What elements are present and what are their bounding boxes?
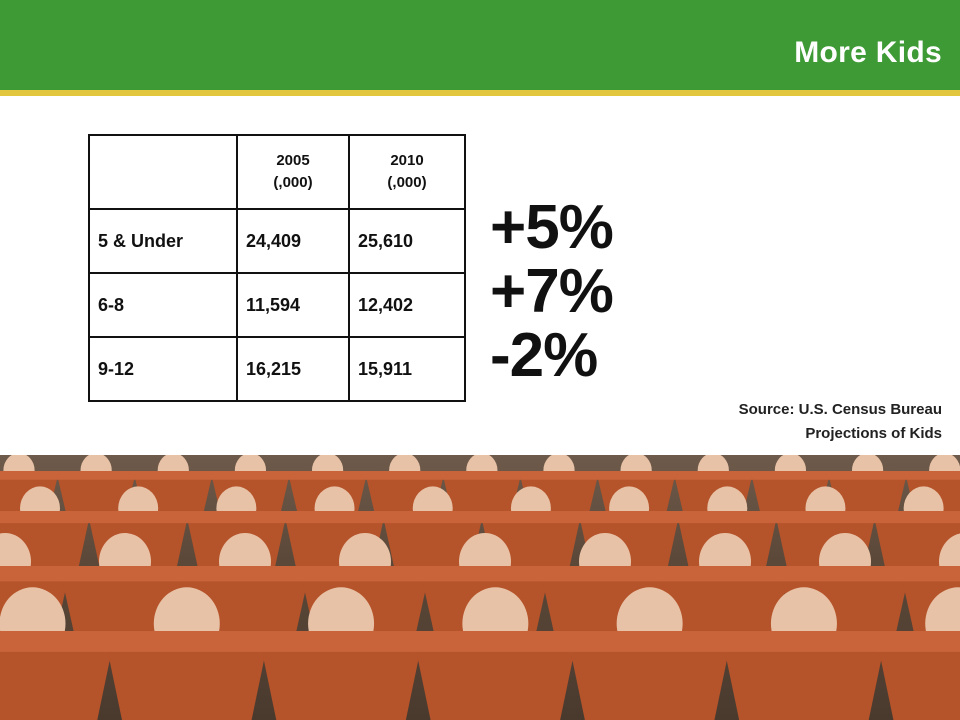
column-year: 2005 (276, 152, 310, 169)
column-unit: (,000) (387, 174, 427, 191)
table-row: 5 & Under 24,409 25,610 (88, 208, 466, 274)
header-divider (0, 90, 960, 96)
population-table: 2005 (,000) 2010 (,000) 5 & Under 24,409… (88, 134, 466, 402)
pot-with-baby (0, 587, 118, 720)
pot-with-baby (101, 587, 273, 720)
pot-with-baby (718, 587, 890, 720)
cell-value: 24,409 (236, 208, 350, 274)
cell-value: 25,610 (348, 208, 466, 274)
source-line: Projections of Kids (805, 425, 942, 442)
change-percentages: +5% +7% -2% (490, 193, 614, 390)
babies-in-flower-pots-photo (0, 455, 960, 720)
cell-value: 11,594 (236, 272, 350, 338)
change-9-12: -2% (490, 321, 598, 390)
pot-with-baby (379, 486, 486, 570)
row-label: 5 & Under (88, 208, 238, 274)
pot-with-baby (657, 533, 793, 640)
slide-title: More Kids (794, 36, 942, 69)
cell-value: 16,215 (236, 336, 350, 402)
table-row: 6-8 11,594 12,402 (88, 272, 466, 338)
pot-with-baby (439, 455, 524, 515)
source-note: Source: U.S. Census Bureau Projections o… (642, 398, 942, 446)
pot-with-baby (825, 455, 910, 515)
table-header-row: 2005 (,000) 2010 (,000) (88, 134, 466, 210)
column-header-2010: 2010 (,000) (348, 134, 466, 210)
column-header-2005: 2005 (,000) (236, 134, 350, 210)
table-corner-cell (88, 134, 238, 210)
source-line: Source: U.S. Census Bureau (738, 401, 942, 418)
pot-with-baby (409, 587, 581, 720)
change-5-and-under: +5% (490, 193, 614, 262)
cell-value: 15,911 (348, 336, 466, 402)
pot-with-baby (870, 486, 960, 570)
pot-with-baby (872, 587, 960, 720)
pot-with-baby (255, 587, 427, 720)
row-label: 9-12 (88, 336, 238, 402)
header-bar: More Kids (0, 0, 960, 90)
cell-value: 12,402 (348, 272, 466, 338)
change-6-8: +7% (490, 257, 614, 326)
table-row: 9-12 16,215 15,911 (88, 336, 466, 402)
flower-pots-illustration (0, 455, 960, 720)
column-unit: (,000) (273, 174, 313, 191)
row-label: 6-8 (88, 272, 238, 338)
column-year: 2010 (390, 152, 424, 169)
pot-with-baby (564, 587, 736, 720)
pot-with-baby (54, 455, 139, 515)
